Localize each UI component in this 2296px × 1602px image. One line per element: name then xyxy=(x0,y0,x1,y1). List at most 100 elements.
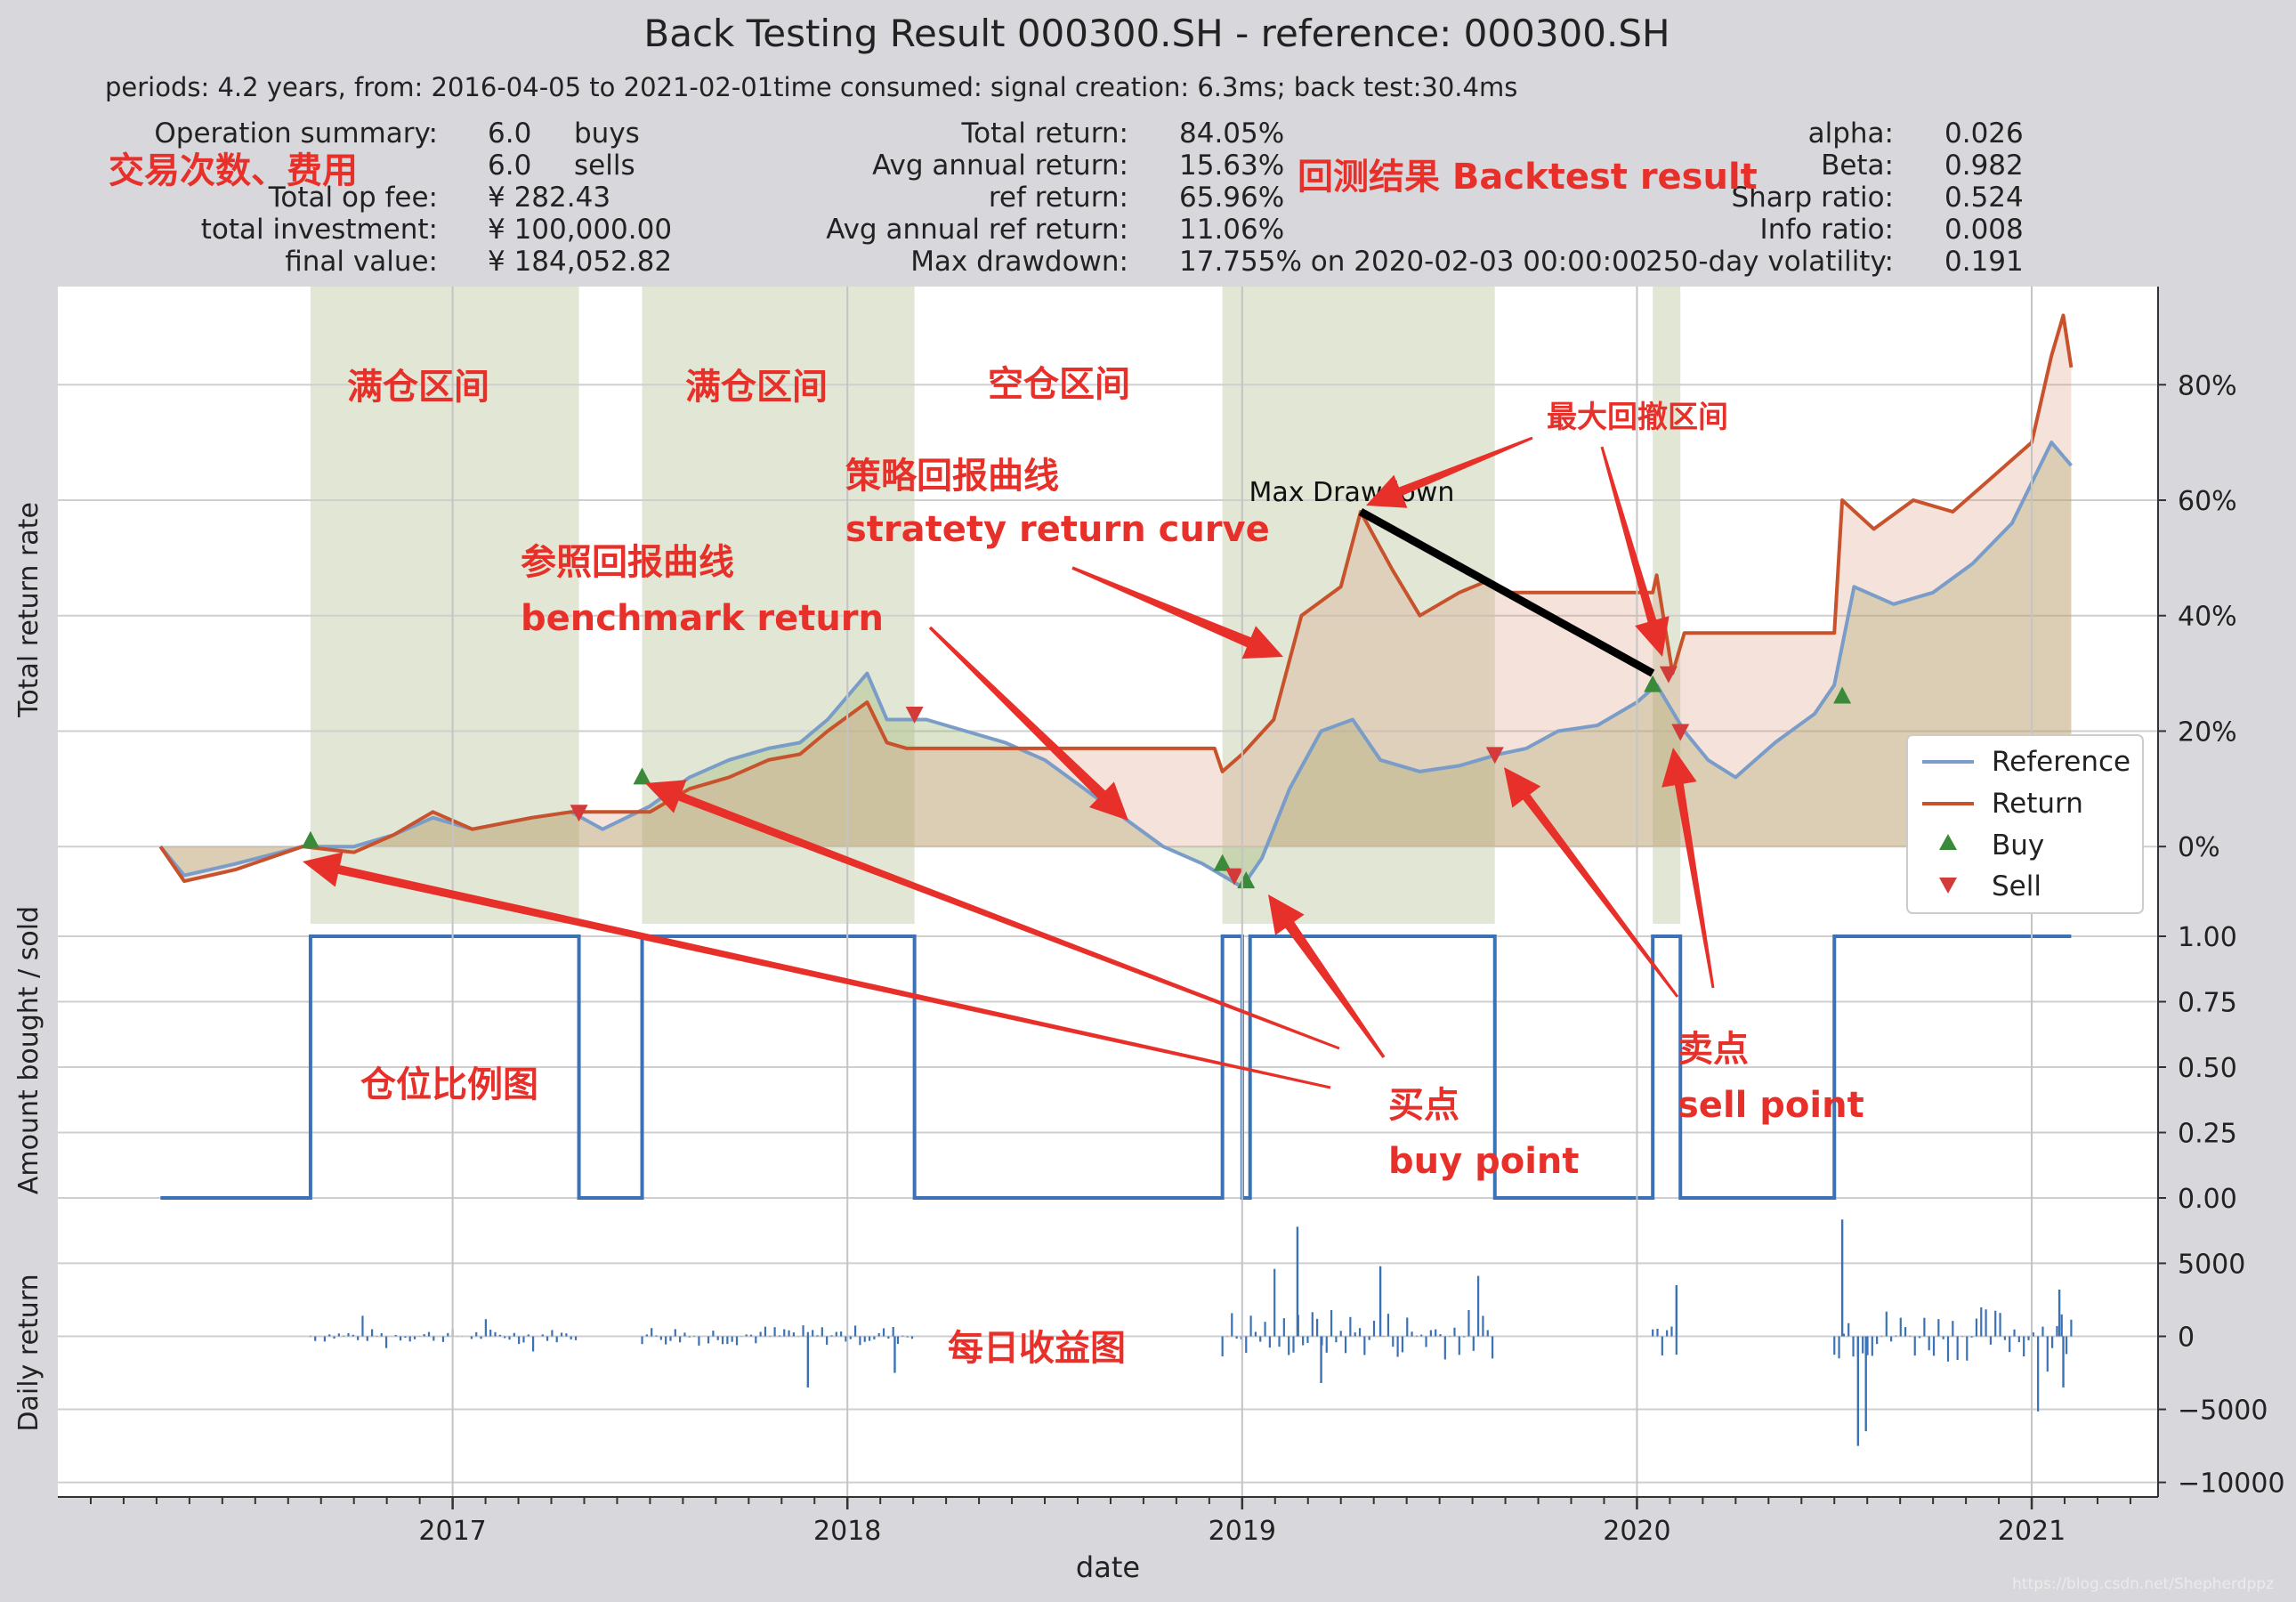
summary-label: 250-day volatility: xyxy=(1645,246,1894,278)
y-label-daily: Daily return xyxy=(13,1274,44,1431)
legend-box xyxy=(1906,734,2144,914)
summary-value: 15.63% xyxy=(1179,150,1284,182)
annotation-backtest-result: 回测结果 Backtest result xyxy=(1298,157,1758,198)
annotation-sell-en: sell point xyxy=(1678,1085,1864,1126)
y-tick-label: −10000 xyxy=(2178,1468,2285,1500)
summary-label: Max drawdown: xyxy=(910,246,1128,278)
y-tick-label: 0.75 xyxy=(2178,988,2237,1019)
legend-entry: Return xyxy=(1992,788,2083,820)
annotation-sell-cn: 卖点 xyxy=(1678,1029,1749,1070)
summary-value: 6.0 xyxy=(488,150,531,182)
summary-label: Operation summary: xyxy=(154,117,438,150)
hold-interval-band xyxy=(1653,287,1681,924)
y-tick-label: 0.25 xyxy=(2178,1119,2237,1150)
annotation-trade-counts: 交易次数、费用 xyxy=(109,150,358,191)
daily-panel-background xyxy=(58,1212,2158,1497)
x-tick-label: 2021 xyxy=(1998,1516,2066,1547)
buy-marker xyxy=(1833,686,1852,704)
position-panel-background xyxy=(58,927,2158,1212)
y-tick-label: 40% xyxy=(2178,602,2237,633)
summary-label: Beta: xyxy=(1821,150,1894,182)
legend-swatch-buy xyxy=(1939,834,1957,850)
annotation-strategy-en: stratety return curve xyxy=(845,509,1270,550)
summary-value: 0.026 xyxy=(1944,117,2024,150)
daily-return-panel xyxy=(58,1212,2158,1497)
legend-entry: Sell xyxy=(1992,870,2041,902)
sell-marker xyxy=(570,805,588,822)
legend-entry: Buy xyxy=(1992,829,2044,862)
legend-entry: Reference xyxy=(1992,746,2130,778)
summary-value: ¥ 100,000.00 xyxy=(488,214,672,246)
hold-interval-band xyxy=(1222,287,1495,924)
sell-marker xyxy=(1225,868,1243,886)
summary-value: 11.06% xyxy=(1179,214,1284,246)
buy-marker xyxy=(1644,675,1662,692)
summary-value: 0.982 xyxy=(1944,150,2024,182)
y-tick-label: 5000 xyxy=(2178,1249,2245,1280)
annotation-benchmark-cn: 参照回报曲线 xyxy=(521,542,734,583)
annotation-full-position-2: 满仓区间 xyxy=(685,367,828,408)
summary-value: 84.05% xyxy=(1179,117,1284,150)
buy-marker xyxy=(633,767,651,785)
summary-value: 65.96% xyxy=(1179,182,1284,214)
annotation-full-position-1: 满仓区间 xyxy=(347,367,489,408)
annotation-max-drawdown-cn: 最大回撤区间 xyxy=(1547,400,1728,435)
annotation-daily-cn: 每日收益图 xyxy=(948,1328,1126,1369)
y-tick-label: 0.50 xyxy=(2178,1053,2237,1084)
sell-marker xyxy=(1659,666,1678,684)
y-label-position: Amount bought / sold xyxy=(13,906,44,1194)
annotation-arrow xyxy=(1071,566,1283,659)
legend: Reference Return Buy Sell xyxy=(1906,734,2144,914)
annotation-arrow xyxy=(928,626,1128,821)
annotation-buy-en: buy point xyxy=(1388,1141,1580,1182)
chart-title: Back Testing Result 000300.SH - referenc… xyxy=(643,12,1669,55)
summary-value: 0.524 xyxy=(1944,182,2024,214)
sell-marker xyxy=(1485,747,1504,765)
annotation-arrows xyxy=(303,436,1715,1089)
y-tick-label: 0 xyxy=(2178,1322,2195,1353)
x-tick-label: 2020 xyxy=(1603,1516,1670,1547)
return-panel xyxy=(58,287,2158,927)
summary-label: total investment: xyxy=(201,214,438,246)
summary-label: Avg annual return: xyxy=(872,150,1128,182)
hold-interval-band xyxy=(642,287,915,924)
summary-label: final value: xyxy=(285,246,438,278)
reference-area xyxy=(160,442,2072,887)
summary-value: 6.0 xyxy=(488,117,531,150)
summary-table: Operation summary: 6.0 buys 6.0 sells Total o… xyxy=(154,117,2023,278)
summary-unit: sells xyxy=(574,150,635,182)
y-tick-label: 0.00 xyxy=(2178,1184,2237,1215)
summary-value: ¥ 184,052.82 xyxy=(488,246,672,278)
y-tick-label: 80% xyxy=(2178,370,2237,401)
x-tick-label: 2017 xyxy=(418,1516,486,1547)
summary-value: ¥ 282.43 xyxy=(488,182,610,214)
annotation-benchmark-en: benchmark return xyxy=(521,598,884,639)
summary-value: 0.008 xyxy=(1944,214,2024,246)
legend-swatch-sell xyxy=(1939,878,1957,894)
annotation-arrow xyxy=(1661,748,1715,989)
summary-value: 0.191 xyxy=(1944,246,2024,278)
annotation-arrow xyxy=(1504,767,1679,998)
summary-label: Info ratio: xyxy=(1760,214,1894,246)
annotation-arrow xyxy=(1600,446,1669,657)
y-label-return: Total return rate xyxy=(13,502,44,718)
summary-label: alpha: xyxy=(1808,117,1894,150)
annotation-arrow xyxy=(1268,894,1386,1059)
y-tick-label: 1.00 xyxy=(2178,922,2237,953)
summary-label: Avg annual ref return: xyxy=(826,214,1128,246)
max-drawdown-line xyxy=(1358,508,1655,677)
summary-label: Sharp ratio: xyxy=(1731,182,1894,214)
position-panel xyxy=(58,927,2158,1212)
watermark: https://blog.csdn.net/Shepherdppz xyxy=(2012,1575,2274,1593)
sell-marker xyxy=(1671,724,1690,741)
summary-label: Total op fee: xyxy=(268,182,438,214)
annotation-arrow xyxy=(303,852,1331,1089)
summary-label: Total return: xyxy=(961,117,1128,150)
annotation-position-cn: 仓位比例图 xyxy=(360,1064,538,1105)
buy-marker xyxy=(301,830,319,848)
annotation-strategy-cn: 策略回报曲线 xyxy=(845,456,1059,497)
x-label: date xyxy=(1076,1550,1140,1584)
y-tick-label: 0% xyxy=(2178,832,2220,863)
buy-marker xyxy=(1213,854,1232,871)
